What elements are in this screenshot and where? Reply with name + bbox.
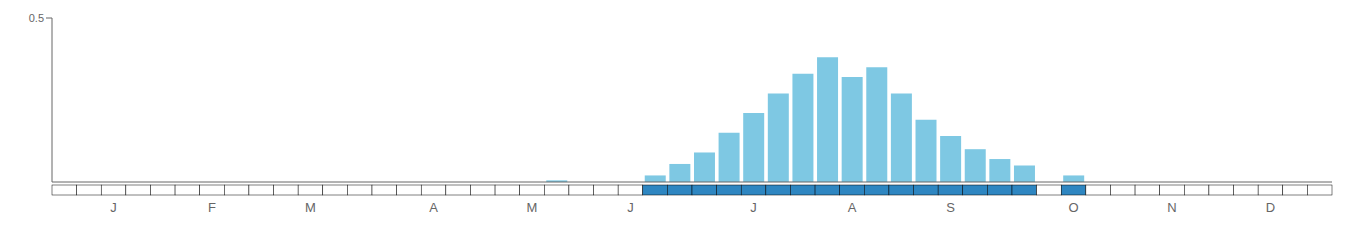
svg-text:J: J [627, 200, 634, 215]
svg-text:M: M [305, 200, 316, 215]
svg-text:D: D [1266, 200, 1275, 215]
svg-text:A: A [848, 200, 857, 215]
svg-text:M: M [527, 200, 538, 215]
svg-text:A: A [429, 200, 438, 215]
svg-text:J: J [110, 200, 117, 215]
svg-text:S: S [946, 200, 955, 215]
svg-text:N: N [1167, 200, 1176, 215]
svg-text:J: J [750, 200, 757, 215]
svg-text:O: O [1068, 200, 1078, 215]
svg-text:F: F [208, 200, 216, 215]
svg-text:0.5: 0.5 [29, 12, 44, 24]
